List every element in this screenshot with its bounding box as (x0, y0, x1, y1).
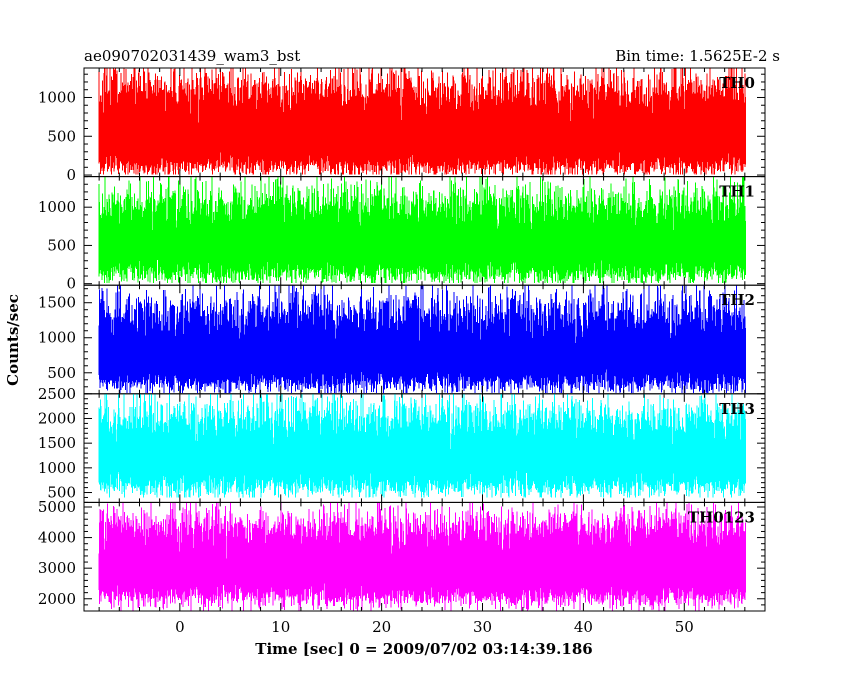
series-th0 (98, 68, 746, 175)
x-axis-label: Time [sec] 0 = 2009/07/02 03:14:39.186 (255, 640, 592, 658)
chart-subtitle: Bin time: 1.5625E-2 s (615, 47, 780, 65)
x-tick-label: 50 (675, 618, 694, 636)
y-tick-label: 0 (66, 275, 76, 293)
y-tick-label: 1000 (38, 329, 76, 347)
x-tick-label: 10 (271, 618, 290, 636)
series-th2 (98, 285, 746, 394)
series-th3 (98, 393, 746, 498)
panel-th1: 0 500 1000 TH1 (38, 176, 766, 293)
panel-th0123: 2000 3000 4000 5000 TH0123 (38, 498, 766, 612)
x-tick-label: 30 (473, 618, 492, 636)
y-tick-label: 3000 (38, 559, 76, 577)
y-tick-label: 2000 (38, 409, 76, 427)
panel-th0: 0 500 1000 TH0 (38, 67, 766, 184)
y-tick-label: 500 (47, 236, 76, 254)
y-tick-label: 1500 (38, 294, 76, 312)
panel-label: TH2 (719, 291, 755, 309)
y-tick-label: 1500 (38, 434, 76, 452)
x-tick-label: 40 (574, 618, 593, 636)
y-tick-label: 1000 (38, 198, 76, 216)
panel-th3: 500 1000 1500 2000 2500 TH3 (38, 385, 766, 503)
y-tick-label: 5000 (38, 498, 76, 516)
y-tick-label: 1000 (38, 88, 76, 106)
y-tick-label: 1000 (38, 459, 76, 477)
y-tick-label: 0 (66, 166, 76, 184)
panel-frame (83, 501, 766, 612)
y-tick-label: 500 (47, 127, 76, 145)
panel-label: TH0 (719, 74, 755, 92)
y-axis-label: Counts/sec (4, 294, 22, 386)
y-tick-label: 2000 (38, 590, 76, 608)
panel-label: TH3 (719, 400, 755, 418)
series-th0123 (98, 502, 746, 611)
chart-title: ae090702031439_wam3_bst (84, 47, 300, 65)
x-tick-label: 0 (175, 618, 185, 636)
x-tick-label: 20 (372, 618, 391, 636)
y-tick-label: 500 (47, 364, 76, 382)
panel-label: TH1 (719, 183, 755, 201)
panel-th2: 500 1000 1500 TH2 (38, 284, 766, 395)
series-th1 (98, 176, 746, 283)
y-tick-label: 500 (47, 484, 76, 502)
y-tick-label: 4000 (38, 529, 76, 547)
y-tick-label: 2500 (38, 385, 76, 403)
panel-label: TH0123 (688, 508, 755, 526)
